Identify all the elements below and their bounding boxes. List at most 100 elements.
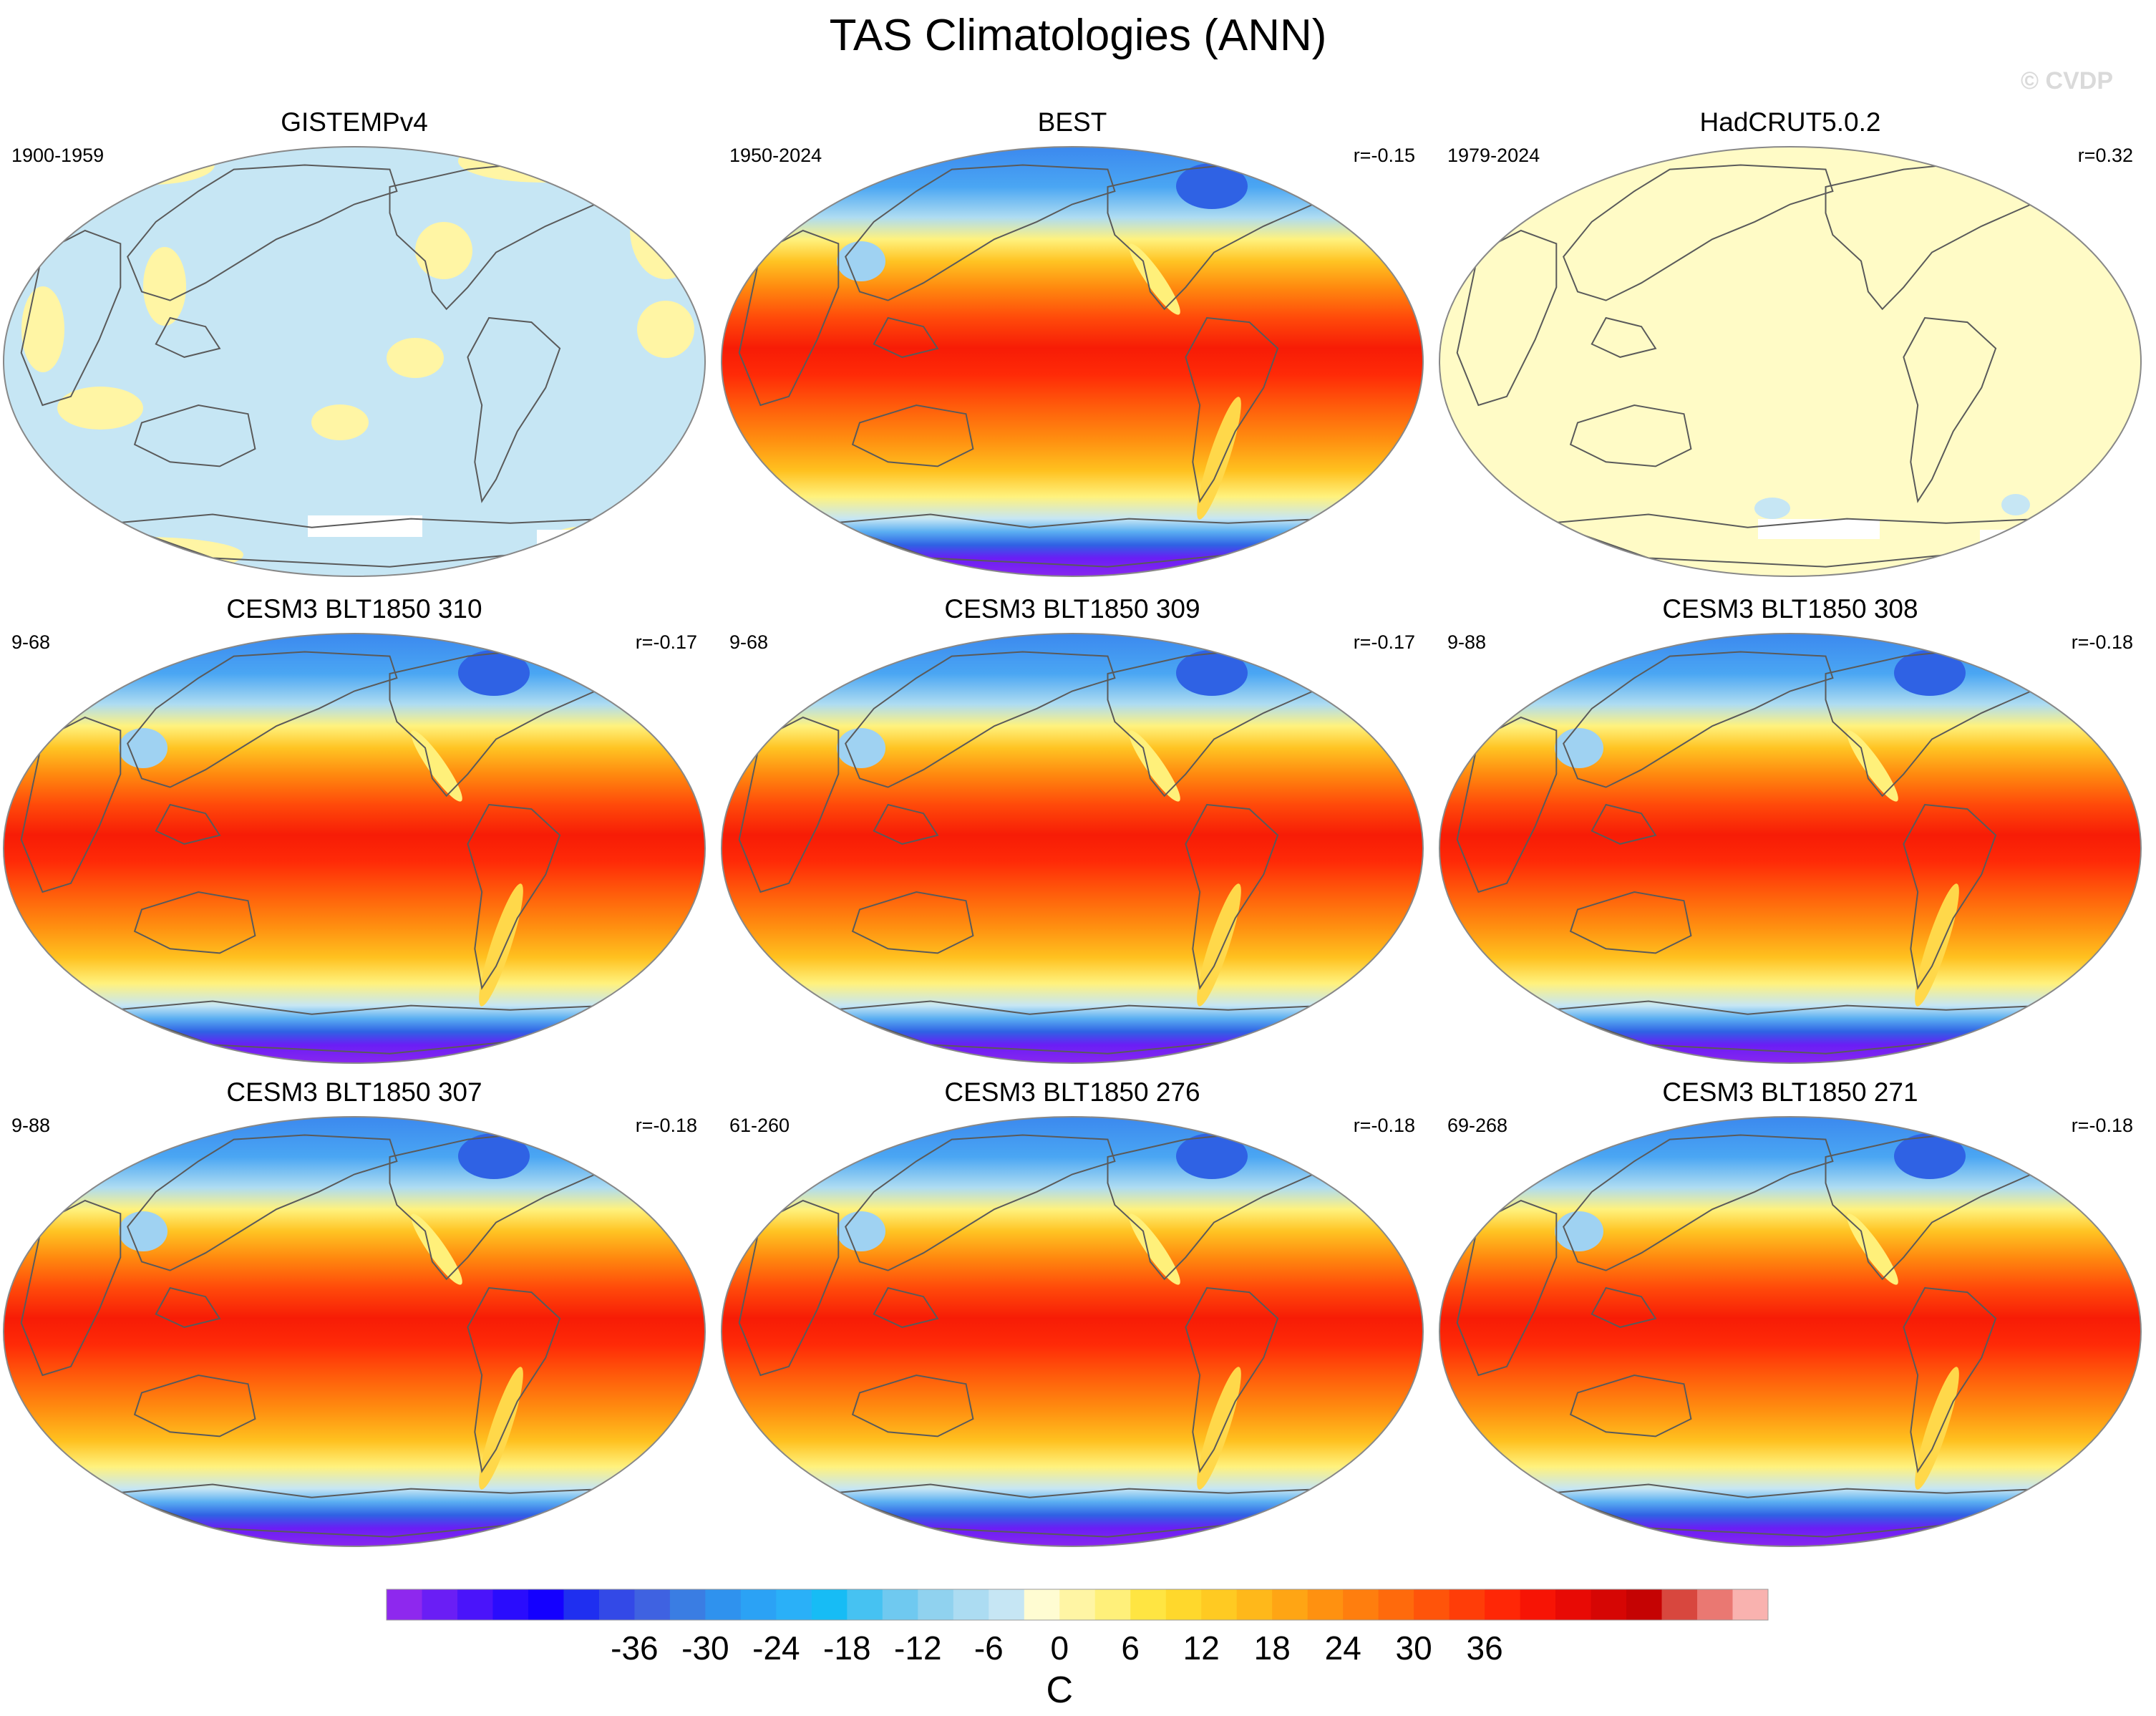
arctic-cold-feature (1894, 650, 1966, 696)
coastline (1549, 1000, 2048, 1055)
map-field (4, 1117, 705, 1546)
coastline (133, 1374, 256, 1438)
map-panel: GISTEMPv4 1900-1959 (0, 107, 709, 583)
coastline (1563, 164, 1834, 301)
arctic-cold-feature (1176, 163, 1248, 209)
anomaly-patch (86, 147, 215, 185)
coastline (845, 164, 1116, 301)
coastline (467, 1286, 561, 1473)
panel-period: 1900-1959 (11, 145, 105, 166)
coastline (20, 229, 122, 407)
panel-title: HadCRUT5.0.2 (1699, 107, 1881, 137)
anomaly-patch (637, 301, 694, 358)
map-field (1439, 147, 2141, 576)
colorbar-swatch (1130, 1589, 1167, 1620)
colorbar-tick-label: 0 (1051, 1629, 1069, 1667)
coastline (1185, 1286, 1279, 1473)
colorbar-swatch (1732, 1589, 1769, 1620)
colorbar-tick-label: 6 (1121, 1629, 1140, 1667)
map-plot (721, 146, 1424, 577)
coastline (738, 1199, 840, 1377)
map-plot (1439, 633, 2142, 1064)
coastline (127, 164, 398, 301)
panel-correlation: r=-0.18 (2071, 631, 2133, 653)
coastline (1591, 803, 1657, 845)
colorbar-tick-label: -24 (752, 1629, 800, 1667)
panel-title: CESM3 BLT1850 276 (944, 1077, 1200, 1107)
panel-period: 9-88 (1447, 631, 1487, 653)
map-plot (721, 1116, 1424, 1547)
colorbar-swatch (1449, 1589, 1485, 1620)
colorbar-frame (386, 1589, 1769, 1621)
coastline (1569, 891, 1692, 954)
map-border (721, 1116, 1424, 1547)
map-border (3, 1116, 706, 1547)
coastline (873, 316, 939, 358)
colorbar-swatch (1555, 1589, 1592, 1620)
panel-title: CESM3 BLT1850 308 (1662, 594, 1918, 624)
coastline (1456, 716, 1558, 893)
panel-period: 69-268 (1447, 1115, 1508, 1136)
map-border (3, 146, 706, 577)
coastline (113, 513, 612, 568)
map-panel: CESM3 BLT1850 307 9-88 r=-0.18 (0, 1077, 709, 1553)
map-plot (1439, 1116, 2142, 1547)
coastline (1185, 316, 1279, 503)
coastline (1549, 513, 2048, 568)
colorbar-swatch (1626, 1589, 1663, 1620)
colorbar-swatch (740, 1589, 777, 1620)
panel-title: GISTEMPv4 (281, 107, 428, 137)
colorbar-swatch (563, 1589, 600, 1620)
anomaly-patch (415, 222, 472, 279)
map-panel: CESM3 BLT1850 309 9-68 r=-0.17 (718, 594, 1427, 1070)
coastline (1563, 651, 1834, 788)
panel-period: 61-260 (729, 1115, 790, 1136)
colorbar-tick-label: -36 (611, 1629, 658, 1667)
coastline (20, 1199, 122, 1377)
rockies-feature (1847, 730, 1898, 802)
panel-period: 1950-2024 (729, 145, 822, 166)
colorbar: -36 -30 -24 -18 -12 -6 0 6 12 18 24 30 36 C (386, 1589, 1769, 1711)
panel-correlation: r=-0.15 (1353, 145, 1415, 166)
coastline (1903, 803, 1997, 990)
colorbar-swatch (1024, 1589, 1060, 1620)
anomaly-patch (311, 404, 369, 440)
map-field (722, 147, 1423, 576)
colorbar-tick-label: -6 (974, 1629, 1004, 1667)
arctic-cold-feature (1176, 1133, 1248, 1179)
map-panel: HadCRUT5.0.2 1979-2024 r=0.32 (1436, 107, 2145, 583)
anomaly-patch (1754, 498, 1790, 519)
coastline (873, 803, 939, 845)
coastline (1185, 803, 1279, 990)
anomaly-patch (630, 179, 701, 279)
colorbar-swatch (705, 1589, 742, 1620)
arctic-cold-feature (1176, 650, 1248, 696)
colorbar-swatch (1485, 1589, 1521, 1620)
missing-data (1758, 519, 1880, 539)
panel-correlation: r=-0.17 (1353, 631, 1415, 653)
coastline (738, 229, 840, 407)
panel-correlation: r=0.32 (2077, 145, 2133, 166)
map-field (1439, 634, 2141, 1063)
coastline (127, 1134, 398, 1271)
coastline (738, 716, 840, 893)
colorbar-swatch (882, 1589, 918, 1620)
coastline (155, 803, 221, 845)
plateau-feature (1555, 1211, 1603, 1251)
map-field (722, 634, 1423, 1063)
panel-period: 9-68 (729, 631, 769, 653)
panel-correlation: r=-0.17 (635, 631, 697, 653)
coastline (831, 513, 1330, 568)
coastline (1569, 1374, 1692, 1438)
coastline (20, 716, 122, 893)
panel-title: BEST (1037, 107, 1107, 137)
colorbar-unit-label: C (1046, 1669, 1073, 1711)
colorbar-swatch (1165, 1589, 1202, 1620)
plateau-feature (119, 728, 167, 768)
anomaly-patch (57, 387, 143, 430)
map-panel: CESM3 BLT1850 310 9-68 r=-0.17 (0, 594, 709, 1070)
coastline (851, 1374, 974, 1438)
panel-period: 1979-2024 (1447, 145, 1540, 166)
coastline (133, 404, 256, 467)
map-plot (3, 633, 706, 1064)
